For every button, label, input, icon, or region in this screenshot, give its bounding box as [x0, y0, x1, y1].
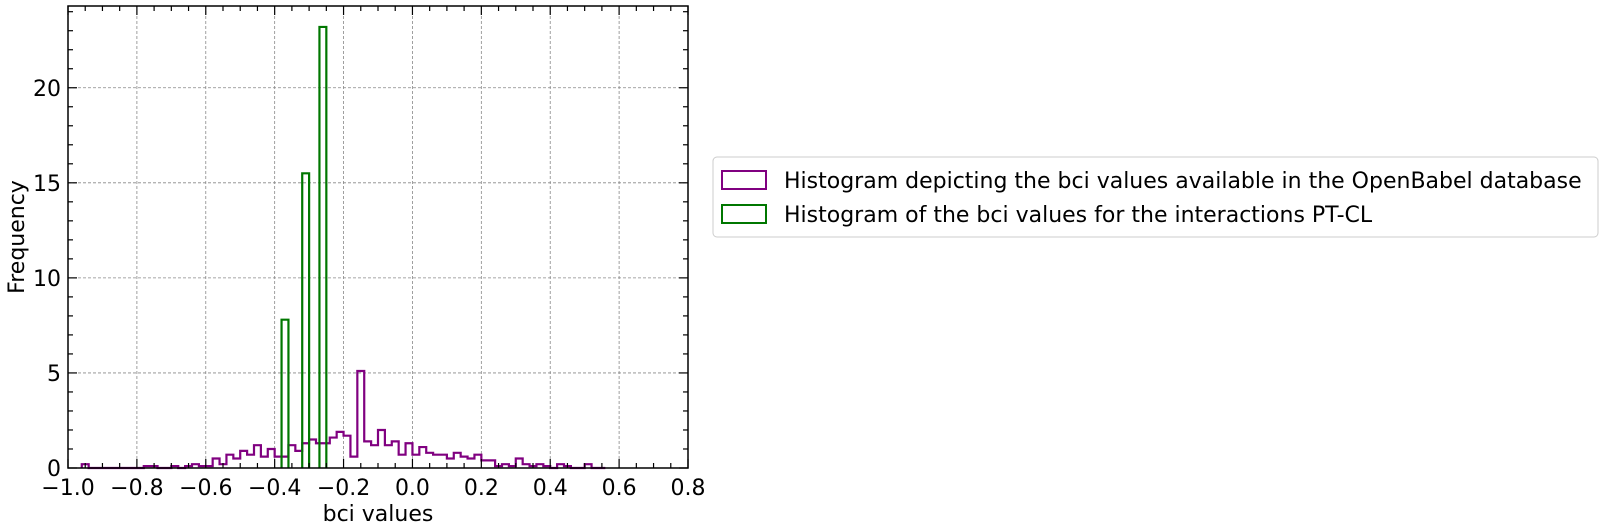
x-tick-label: 0.8 — [671, 476, 706, 501]
legend: Histogram depicting the bci values avail… — [712, 156, 1599, 238]
x-tick-label: 0.2 — [464, 476, 499, 501]
y-tick-label: 10 — [33, 267, 61, 292]
x-tick-label: 0.4 — [533, 476, 568, 501]
y-tick-label: 5 — [47, 362, 61, 387]
x-tick-label: 0.6 — [602, 476, 637, 501]
y-tick-label: 0 — [47, 457, 61, 482]
x-tick-label: −0.8 — [110, 476, 163, 501]
plot-frame — [67, 5, 689, 469]
legend-swatch-ptcl — [721, 204, 767, 224]
x-tick-label: −1.0 — [41, 476, 94, 501]
grid-lines — [68, 6, 688, 468]
y-tick-label: 20 — [33, 77, 61, 102]
y-tick-labels: 0 5 10 15 20 — [33, 77, 61, 482]
histogram-bars — [80, 25, 606, 470]
legend-swatch-openbabel — [721, 170, 767, 190]
x-tick-label: −0.4 — [248, 476, 301, 501]
axis-ticks — [67, 6, 689, 469]
legend-label-openbabel: Histogram depicting the bci values avail… — [784, 169, 1582, 194]
x-tick-label: −0.6 — [179, 476, 232, 501]
legend-frame — [712, 156, 1599, 238]
histogram-openbabel-series — [80, 369, 606, 470]
y-axis-label: Frequency — [5, 180, 30, 294]
histogram-ptcl-bar — [280, 318, 290, 468]
x-tick-label: 0.0 — [395, 476, 430, 501]
histogram-ptcl-bar — [318, 25, 328, 468]
legend-label-ptcl: Histogram of the bci values for the inte… — [784, 203, 1373, 228]
x-axis-label: bci values — [323, 502, 434, 527]
x-tick-labels: −1.0 −0.8 −0.6 −0.4 −0.2 0.0 0.2 0.4 0.6 0.8 — [41, 476, 705, 501]
histogram-ptcl-bar — [301, 172, 311, 468]
x-tick-label: −0.2 — [317, 476, 370, 501]
y-tick-label: 15 — [33, 172, 61, 197]
